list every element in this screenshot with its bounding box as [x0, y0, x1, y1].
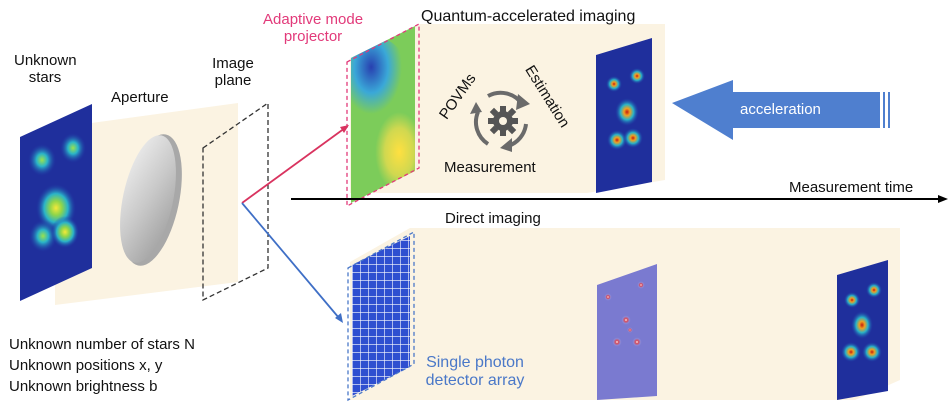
- adaptive-mode-projector: [346, 22, 420, 208]
- single-photon-detector-array: [347, 230, 415, 402]
- measurement-time-label: Measurement time: [789, 179, 914, 196]
- direct-intermediate-image: [597, 264, 657, 400]
- single-photon-detector-label: Single photon detector array: [425, 354, 525, 390]
- note-brightness: Unknown brightness b: [9, 378, 158, 395]
- direct-final-image: [837, 260, 888, 400]
- adaptive-mode-projector-label: Adaptive mode projector: [263, 11, 364, 46]
- note-positions: Unknown positions x, y: [9, 357, 163, 374]
- gear-icon: [488, 106, 518, 136]
- unknown-stars-image: [20, 104, 92, 301]
- quantum-imaging-title: Quantum-accelerated imaging: [421, 8, 636, 25]
- unknown-stars-label: Unknown stars: [14, 52, 77, 87]
- measurement-label: Measurement: [444, 159, 536, 176]
- aperture-lens: [120, 134, 182, 266]
- acceleration-arrow: [672, 80, 890, 140]
- image-plane-label: Image plane: [212, 55, 254, 90]
- quantum-beam-line: [241, 127, 346, 204]
- axis-arrowhead: [938, 195, 948, 203]
- quantum-result-image: [596, 38, 652, 193]
- aperture-label: Aperture: [111, 89, 169, 106]
- direct-imaging-title: Direct imaging: [445, 210, 541, 227]
- unknowns-notes: Unknown number of stars N Unknown positi…: [9, 334, 195, 397]
- quantum-panel: [350, 24, 665, 193]
- direct-beam-line: [241, 202, 340, 319]
- note-number-of-stars: Unknown number of stars N: [9, 336, 195, 353]
- cycle-arrowheads: [470, 94, 530, 152]
- image-plane: [202, 101, 269, 302]
- acceleration-label: acceleration: [740, 101, 821, 118]
